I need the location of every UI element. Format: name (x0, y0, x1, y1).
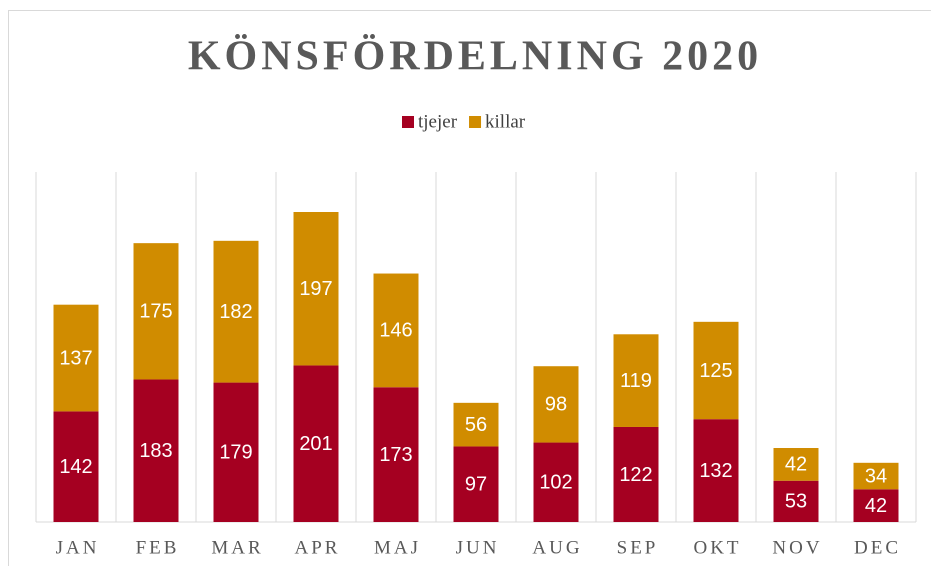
x-tick-label: JUN (456, 537, 500, 558)
data-label: 173 (379, 444, 412, 466)
x-tick-label: FEB (136, 537, 180, 558)
data-label: 42 (865, 495, 887, 517)
data-label: 119 (620, 370, 652, 392)
data-label: 34 (865, 465, 887, 487)
data-label: 182 (219, 301, 252, 323)
data-label: 201 (299, 433, 332, 455)
legend-label: killar (485, 111, 526, 132)
data-label: 142 (59, 456, 92, 478)
x-tick-label: AUG (532, 537, 582, 558)
legend-swatch (469, 116, 481, 128)
chart-title: KÖNSFÖRDELNING 2020 (188, 34, 762, 80)
data-label: 137 (59, 347, 92, 369)
data-label: 125 (699, 360, 732, 382)
data-label: 146 (379, 320, 412, 342)
x-tick-label: APR (295, 537, 341, 558)
data-label: 53 (785, 491, 807, 513)
legend-label: tjejer (418, 111, 458, 132)
data-label: 132 (699, 460, 732, 482)
data-label: 197 (299, 278, 332, 300)
legend-swatch (402, 116, 414, 128)
x-tick-label: OKT (693, 537, 741, 558)
data-label: 183 (139, 440, 172, 462)
data-label: 97 (465, 474, 487, 496)
x-tick-label: SEP (617, 537, 659, 558)
data-label: 42 (785, 454, 807, 476)
x-tick-label: DEC (854, 537, 901, 558)
x-tick-label: NOV (772, 537, 822, 558)
data-label: 102 (539, 472, 572, 494)
data-label: 98 (545, 394, 567, 416)
x-tick-label: MAJ (374, 537, 421, 558)
data-label: 175 (139, 301, 172, 323)
data-label: 122 (619, 464, 652, 486)
x-tick-label: JAN (56, 537, 100, 558)
x-tick-label: MAR (211, 537, 263, 558)
data-label: 179 (219, 442, 252, 464)
chart: KÖNSFÖRDELNING 2020 tjejer killar JAN 142 13… (0, 0, 931, 566)
data-label: 56 (465, 414, 487, 436)
